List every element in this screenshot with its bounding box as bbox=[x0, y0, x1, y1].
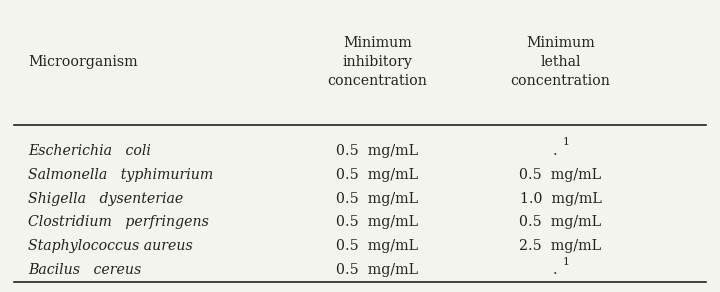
Text: 2.5  mg/mL: 2.5 mg/mL bbox=[519, 239, 601, 253]
Text: Salmonella   typhimurium: Salmonella typhimurium bbox=[28, 168, 213, 182]
Text: .: . bbox=[552, 263, 557, 277]
Text: .: . bbox=[552, 144, 557, 158]
Text: Minimum
inhibitory
concentration: Minimum inhibitory concentration bbox=[328, 36, 427, 88]
Text: 0.5  mg/mL: 0.5 mg/mL bbox=[336, 168, 418, 182]
Text: 1: 1 bbox=[562, 257, 570, 267]
Text: 1: 1 bbox=[562, 138, 570, 147]
Text: Bacilus   cereus: Bacilus cereus bbox=[28, 263, 141, 277]
Text: 0.5  mg/mL: 0.5 mg/mL bbox=[336, 192, 418, 206]
Text: Minimum
lethal
concentration: Minimum lethal concentration bbox=[510, 36, 611, 88]
Text: Shigella   dysenteriae: Shigella dysenteriae bbox=[28, 192, 184, 206]
Text: 0.5  mg/mL: 0.5 mg/mL bbox=[336, 215, 418, 230]
Text: 1.0  mg/mL: 1.0 mg/mL bbox=[520, 192, 601, 206]
Text: Microorganism: Microorganism bbox=[28, 55, 138, 69]
Text: 0.5  mg/mL: 0.5 mg/mL bbox=[336, 263, 418, 277]
Text: 0.5  mg/mL: 0.5 mg/mL bbox=[336, 144, 418, 158]
Text: Staphylococcus aureus: Staphylococcus aureus bbox=[28, 239, 193, 253]
Text: 0.5  mg/mL: 0.5 mg/mL bbox=[336, 239, 418, 253]
Text: Escherichia   coli: Escherichia coli bbox=[28, 144, 151, 158]
Text: 0.5  mg/mL: 0.5 mg/mL bbox=[519, 215, 601, 230]
Text: Clostridium   perfringens: Clostridium perfringens bbox=[28, 215, 209, 230]
Text: 0.5  mg/mL: 0.5 mg/mL bbox=[519, 168, 601, 182]
